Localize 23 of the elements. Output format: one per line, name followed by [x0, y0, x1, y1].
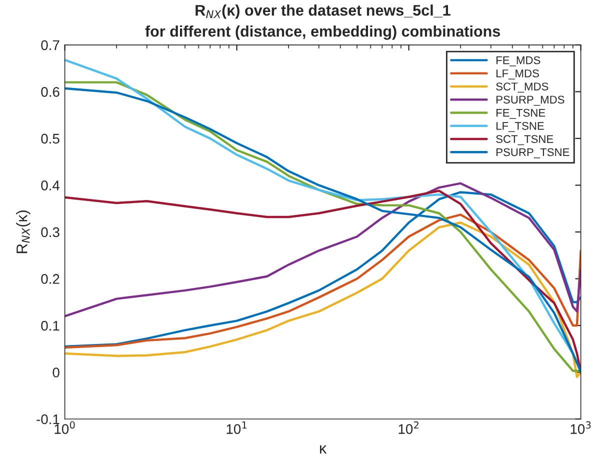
legend-label: PSURP_TSNE: [496, 148, 570, 158]
legend-label: LF_TSNE: [496, 122, 544, 132]
y-tick-label: 0.6: [41, 87, 60, 97]
y-tick-label: -0.1: [36, 414, 60, 424]
x-tick-label: 10$^{1}$: [226, 421, 247, 434]
legend-label: FE_TSNE: [496, 108, 546, 119]
legend-label: SCT_TSNE: [496, 135, 554, 146]
y-tick-label: 0.5: [41, 134, 60, 144]
x-axis-title: κ: [320, 445, 327, 454]
legend-label: LF_MDS: [496, 69, 539, 80]
y-tick-label: 0.2: [41, 274, 60, 284]
x-tick-label: 10$^{3}$: [570, 421, 591, 434]
y-axis-title: R$_{NX}$(κ): [16, 210, 30, 254]
y-tick-label: 0: [52, 368, 60, 378]
y-tick-label: 0.4: [41, 180, 60, 190]
legend-label: FE_MDS: [496, 56, 540, 66]
legend-label: SCT_MDS: [496, 82, 548, 93]
x-tick-label: 10$^{2}$: [398, 421, 418, 434]
y-tick-label: 0.3: [41, 227, 60, 238]
legend-label: PSURP_MDS: [496, 96, 564, 106]
y-tick-label: 0.7: [41, 40, 60, 50]
y-tick-label: 0.1: [41, 320, 60, 331]
chart-title: R$_{NX}$(κ) over the dataset news_5cl_1 for different (distance, embedding) combinations: [145, 4, 500, 40]
